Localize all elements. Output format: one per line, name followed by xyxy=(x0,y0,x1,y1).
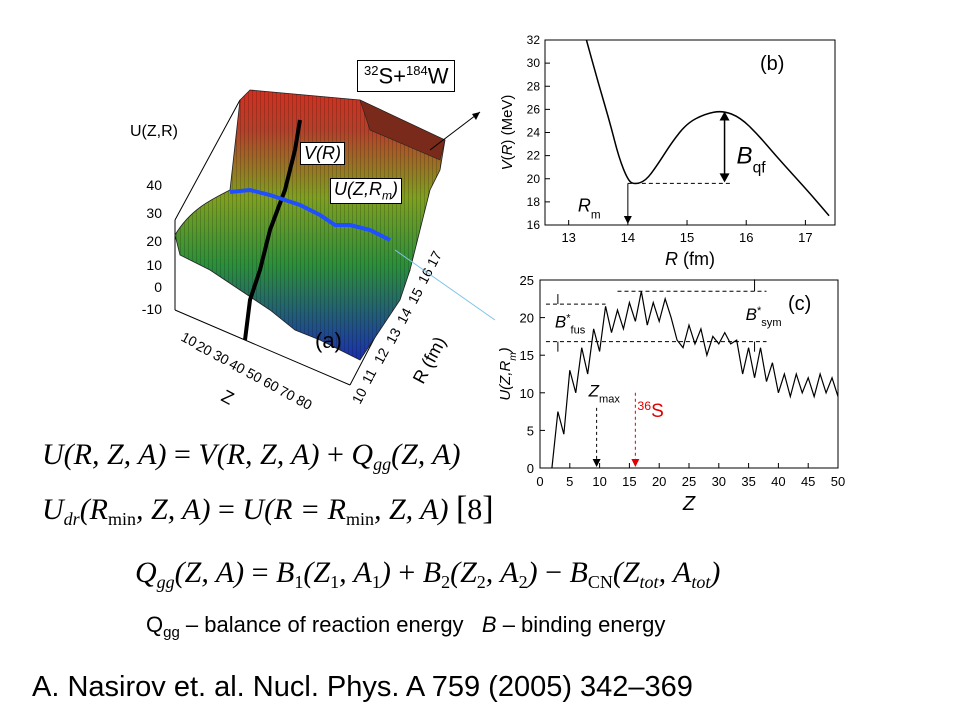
panel-b-ytick-label: 20 xyxy=(527,172,541,186)
panel-b-xtick-label: 14 xyxy=(621,230,635,245)
panel-c-xtick-label: 25 xyxy=(682,474,696,489)
panel-a-surface-plot: 40 30 20 10 0 -10 10 20 30 40 50 60 70 8… xyxy=(130,89,450,414)
panel-b-ytick-label: 26 xyxy=(527,102,541,116)
panel-a-u-label: U(Z,R) xyxy=(130,123,178,140)
panel-b-bqf-head-top xyxy=(719,111,730,121)
panel-b-xtick-label: 13 xyxy=(561,230,575,245)
panel-b-bqf-label: Bqf xyxy=(737,143,767,177)
svg-text:10: 10 xyxy=(146,257,162,273)
svg-text:30: 30 xyxy=(211,347,232,369)
panel-b-ytick-label: 16 xyxy=(527,218,541,232)
panel-b-ytick-label: 32 xyxy=(527,33,541,47)
svg-text:30: 30 xyxy=(146,205,162,221)
panel-b-potential-curve xyxy=(585,39,830,217)
panel-b-xlabel: R (fm) xyxy=(665,249,715,269)
reaction-label: 32S+184W xyxy=(357,60,456,93)
svg-text:-10: -10 xyxy=(142,301,162,317)
panel-c-ytick-label: 25 xyxy=(520,273,534,288)
panel-b-label: (b) xyxy=(760,53,784,75)
svg-text:15: 15 xyxy=(405,285,427,306)
panel-c-xtick-label: 15 xyxy=(622,474,636,489)
panel-b-rm-label: Rm xyxy=(578,196,601,222)
panel-c-bfus-label: B*fus xyxy=(555,312,586,336)
panel-b-rm-arrowhead xyxy=(623,216,632,224)
panel-c-ylabel: U(Z,Rm) xyxy=(497,347,519,400)
panel-c-xtick-label: 5 xyxy=(566,474,573,489)
svg-text:16: 16 xyxy=(415,265,437,286)
svg-text:14: 14 xyxy=(394,305,416,326)
panel-c-driving-potential-curve xyxy=(551,291,839,469)
panel-a-vr-tag: V(R) xyxy=(300,142,345,165)
panel-c-xtick-label: 30 xyxy=(712,474,726,489)
panel-b-chart: 16 18 20 22 24 26 28 30 32 13 14 15 16 17 Bqf Rm (b) R (f… xyxy=(499,33,836,269)
panel-a-zaxis: 40 30 20 10 0 -10 xyxy=(142,177,162,317)
panel-c-xtick-label: 40 xyxy=(771,474,785,489)
svg-text:70: 70 xyxy=(277,383,298,405)
equation-3: Qgg(Z, A) = B1(Z1, A1) + B2(Z2, A2) − BC… xyxy=(135,556,721,592)
panel-b-ytick-label: 22 xyxy=(527,149,541,163)
svg-text:12: 12 xyxy=(371,345,393,366)
svg-text:50: 50 xyxy=(244,365,265,387)
caption: Qgg – balance of reaction energy B – bin… xyxy=(146,612,666,641)
svg-text:13: 13 xyxy=(383,325,405,346)
panel-a-r-ticks: 10 11 12 13 14 15 16 17 xyxy=(349,248,446,406)
panel-c-xtick-label: 45 xyxy=(801,474,815,489)
panel-b-ytick-label: 28 xyxy=(527,79,541,93)
panel-c-bsym-label: B*sym xyxy=(746,305,782,329)
panel-b-xtick-label: 15 xyxy=(680,230,694,245)
panel-b-ytick-label: 30 xyxy=(527,56,541,70)
panel-b-xtick-label: 16 xyxy=(739,230,753,245)
svg-text:17: 17 xyxy=(424,248,446,269)
panel-a-u-line xyxy=(229,187,391,242)
panel-c-ytick-label: 15 xyxy=(520,348,534,363)
svg-text:10: 10 xyxy=(349,385,371,406)
panel-a-label: (a) xyxy=(315,328,342,353)
svg-text:0: 0 xyxy=(154,279,162,295)
panel-c-xtick-label: 0 xyxy=(536,474,543,489)
panel-a-plateau xyxy=(359,99,446,161)
panel-b-ylabel: V(R) (MeV) xyxy=(499,95,516,171)
panel-c-ytick-label: 5 xyxy=(527,423,534,438)
panel-a-u-tag: U(Z,Rm) xyxy=(330,178,402,204)
svg-text:11: 11 xyxy=(359,366,380,387)
svg-text:20: 20 xyxy=(146,233,162,249)
panel-c-ytick-label: 10 xyxy=(520,386,534,401)
panel-c-ytick-label: 0 xyxy=(527,461,534,476)
panel-c-s36-head xyxy=(631,459,640,467)
panel-a-front-ticks: 10 20 30 40 50 60 70 80 xyxy=(179,329,315,414)
panel-c-zmax-label: Zmax xyxy=(588,382,621,406)
panel-b-ytick-label: 24 xyxy=(527,126,541,140)
svg-text:60: 60 xyxy=(261,374,282,396)
panel-c-s36-label: 36S xyxy=(637,399,663,422)
panel-c-xtick-label: 20 xyxy=(652,474,666,489)
panel-b-ytick-label: 18 xyxy=(527,195,541,209)
panel-c-xlabel: Z xyxy=(682,493,696,515)
svg-text:20: 20 xyxy=(194,338,215,360)
panel-c-label: (c) xyxy=(788,293,811,315)
panel-c-ytick-label: 20 xyxy=(520,311,534,326)
svg-text:10: 10 xyxy=(179,329,200,351)
svg-text:40: 40 xyxy=(227,356,248,378)
equation-2: Udr(Rmin, Z, A) = U(R = Rmin, Z, A) [8] xyxy=(42,490,494,529)
equation-1: U(R, Z, A) = V(R, Z, A) + Qgg(Z, A) xyxy=(42,438,461,474)
panel-b-bqf-head-bottom xyxy=(719,173,730,183)
panel-c-xtick-label: 50 xyxy=(831,474,845,489)
panel-c-xtick-label: 35 xyxy=(741,474,755,489)
panel-c-chart: 0 5 10 15 20 25 0 5 10 15 20 25 30 35 40 45 50 B*fus B*sym… xyxy=(497,273,845,515)
reference: A. Nasirov et. al. Nucl. Phys. A 759 (20… xyxy=(32,671,693,703)
svg-text:40: 40 xyxy=(146,177,162,193)
panel-a-vr-line xyxy=(243,119,302,341)
panel-c-xtick-label: 10 xyxy=(592,474,606,489)
panel-b-xtick-label: 17 xyxy=(798,230,812,245)
panel-c-zmax-head xyxy=(592,459,601,467)
svg-text:80: 80 xyxy=(294,392,315,414)
